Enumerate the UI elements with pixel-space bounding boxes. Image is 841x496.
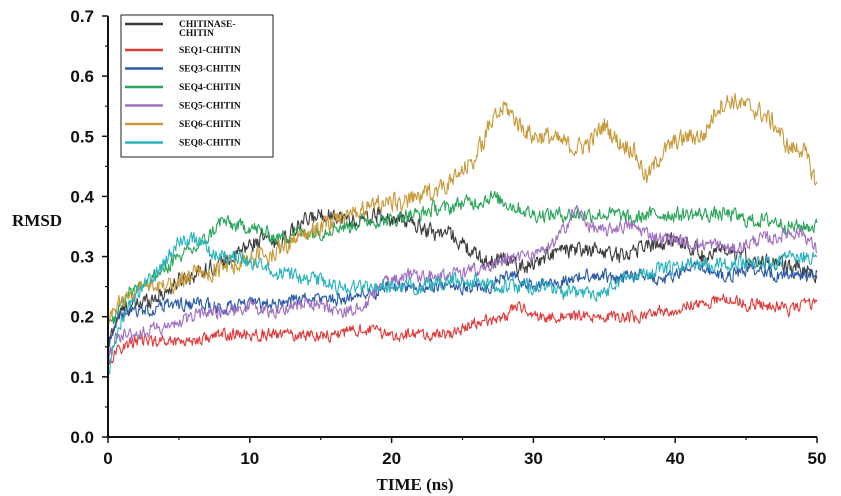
x-tick-label: 10 <box>240 449 259 468</box>
series-line-seq6-chitin <box>107 93 818 332</box>
legend-label: SEQ6-CHITIN <box>179 120 241 130</box>
series-line-seq4-chitin <box>107 190 818 326</box>
legend-label: CHITINASE- <box>179 20 236 30</box>
legend: CHITINASE-CHITIN SEQ1-CHITIN SEQ3-CHITIN SE… <box>120 14 274 158</box>
x-axis-title: TIME (ns) <box>377 475 454 494</box>
x-tick-label: 0 <box>103 449 112 468</box>
legend-label: SEQ4-CHITIN <box>179 83 241 93</box>
x-tick-label: 50 <box>808 449 827 468</box>
series-line-seq1-chitin <box>107 293 818 369</box>
x-tick-label: 20 <box>382 449 401 468</box>
legend-label: SEQ5-CHITIN <box>179 102 241 112</box>
legend-label: SEQ8-CHITIN <box>179 139 241 149</box>
axes-layer: 0.0 0.1 0.2 0.3 0.4 0.5 0.6 0.7 0 10 20 30 40 50 <box>70 7 826 468</box>
y-axis-title: RMSD <box>12 211 62 230</box>
legend-label: CHITIN <box>179 29 214 39</box>
series-layer <box>107 93 818 376</box>
y-tick-label: 0.0 <box>70 428 94 447</box>
y-tick-label: 0.4 <box>70 187 94 206</box>
series-line-seq8-chitin <box>107 231 818 376</box>
legend-label: SEQ3-CHITIN <box>179 65 241 75</box>
legend-label: SEQ1-CHITIN <box>179 46 241 56</box>
y-tick-label: 0.1 <box>70 368 94 387</box>
y-tick-label: 0.2 <box>70 308 94 327</box>
series-line-seq5-chitin <box>107 204 818 365</box>
y-tick-label: 0.5 <box>70 127 94 146</box>
y-tick-label: 0.3 <box>70 248 94 267</box>
x-tick-label: 40 <box>666 449 685 468</box>
x-tick-label: 30 <box>524 449 543 468</box>
y-tick-label: 0.6 <box>70 67 94 86</box>
y-tick-label: 0.7 <box>70 7 94 26</box>
